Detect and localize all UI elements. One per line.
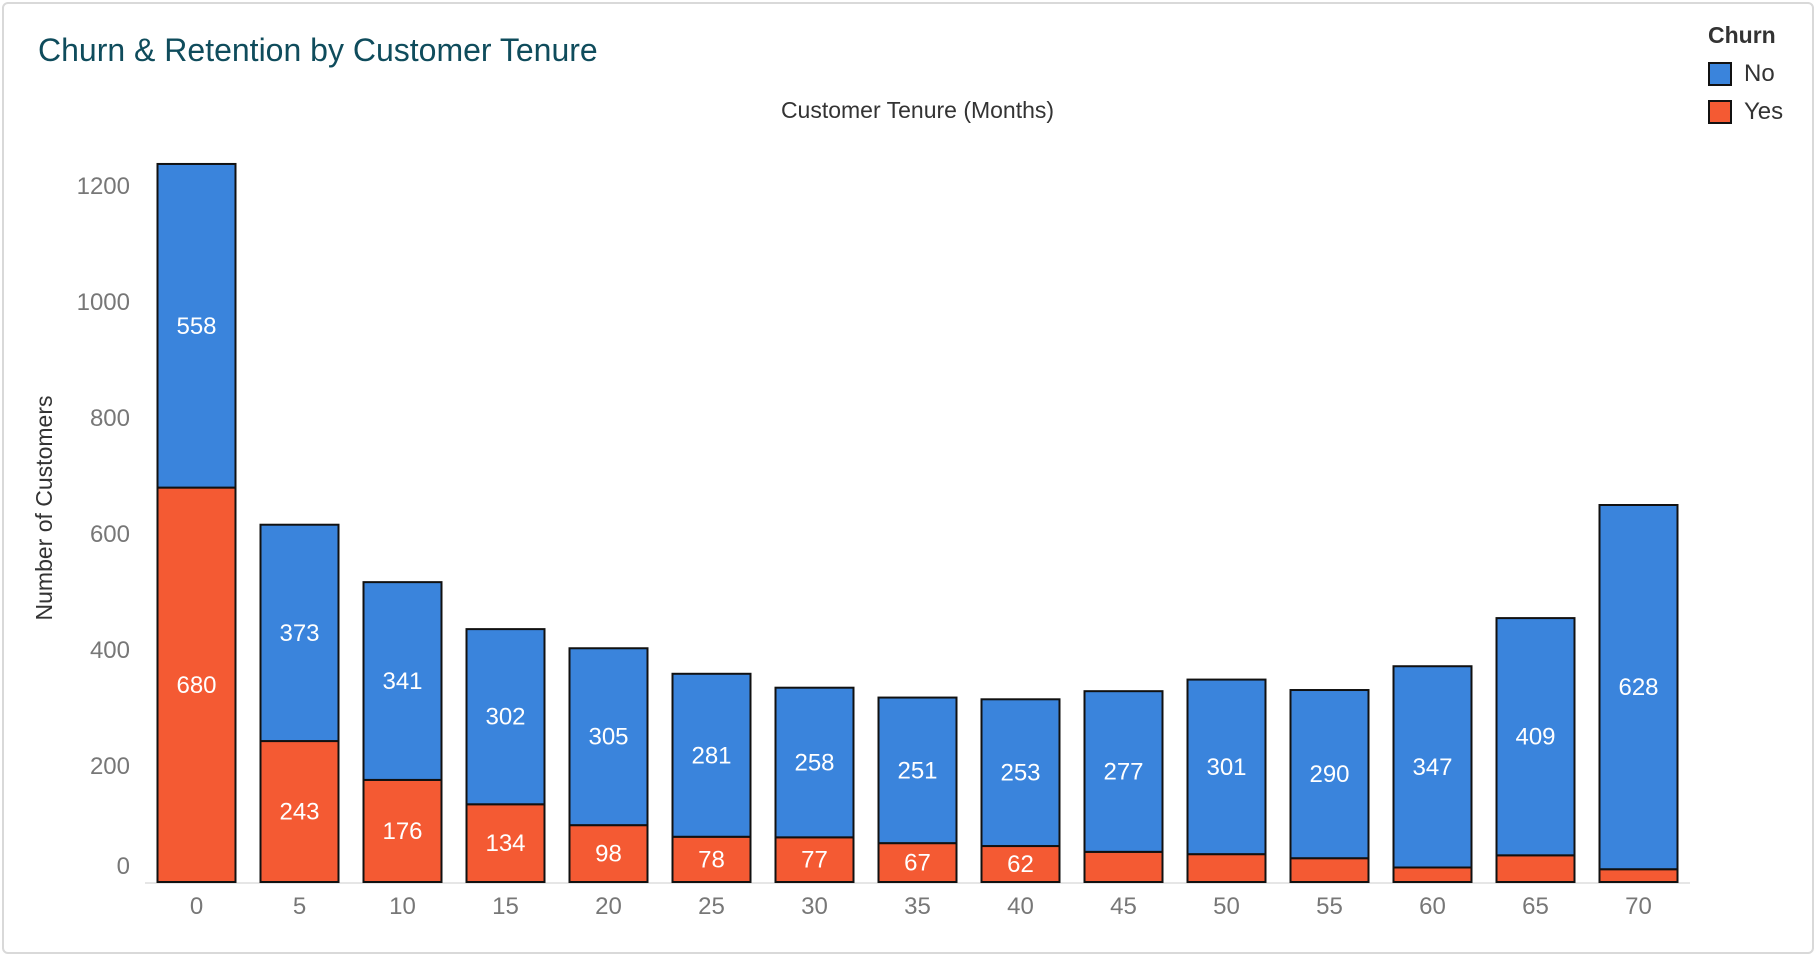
x-tick-label: 5 <box>293 893 306 920</box>
data-label-yes: 98 <box>595 841 622 868</box>
x-tick-label: 70 <box>1625 893 1652 920</box>
bar-segment-no <box>1289 689 1370 860</box>
data-label-yes: 134 <box>485 830 525 857</box>
x-tick-label: 15 <box>492 893 519 920</box>
legend[interactable]: Churn No Yes <box>1708 22 1783 129</box>
bar-segment-no <box>259 523 340 743</box>
x-tick-label: 25 <box>698 893 725 920</box>
data-label-yes: 680 <box>176 672 216 699</box>
bar-segment-yes <box>1495 854 1576 884</box>
data-label-no: 258 <box>794 750 834 777</box>
data-label-yes: 62 <box>1007 851 1034 878</box>
bar-segment-no <box>980 698 1061 848</box>
bar-segment-yes <box>568 824 649 883</box>
bar-segment-yes <box>1392 866 1473 883</box>
legend-title: Churn <box>1708 22 1776 48</box>
data-label-no: 628 <box>1618 674 1658 701</box>
x-tick-label: 60 <box>1419 893 1446 920</box>
data-label-no: 409 <box>1515 724 1555 751</box>
data-label-no: 558 <box>176 313 216 340</box>
bar-segment-no <box>568 647 649 827</box>
bar-segment-no <box>465 628 546 806</box>
y-tick-label: 1000 <box>77 289 130 316</box>
data-label-no: 341 <box>382 668 422 695</box>
data-label-no: 281 <box>691 742 731 769</box>
y-axis-title: Number of Customers <box>31 396 57 621</box>
legend-item-yes[interactable]: Yes <box>1708 95 1783 129</box>
x-tick-label: 10 <box>389 893 416 920</box>
bar-segment-no <box>671 672 752 838</box>
data-label-yes: 77 <box>801 847 828 874</box>
x-tick-label: 0 <box>190 893 203 920</box>
x-tick-label: 35 <box>904 893 931 920</box>
bar-segment-no <box>774 686 855 839</box>
data-label-yes: 67 <box>904 850 931 877</box>
data-label-no: 290 <box>1309 761 1349 788</box>
bar-segment-no <box>156 162 237 489</box>
bar-segment-yes <box>1289 857 1370 883</box>
data-label-yes: 176 <box>382 818 422 845</box>
data-label-no: 347 <box>1412 754 1452 781</box>
x-tick-label: 40 <box>1007 893 1034 920</box>
bar-segment-no <box>1186 678 1267 856</box>
data-label-no: 277 <box>1103 759 1143 786</box>
y-tick-label: 600 <box>90 521 130 548</box>
data-label-no: 373 <box>279 620 319 647</box>
bar-segment-yes <box>362 778 443 883</box>
y-tick-label: 1200 <box>77 173 130 200</box>
bar-segment-yes <box>465 803 546 884</box>
x-tick-label: 65 <box>1522 893 1549 920</box>
data-label-no: 301 <box>1206 754 1246 781</box>
legend-item-no[interactable]: No <box>1708 57 1783 91</box>
bar-segment-no <box>362 581 443 781</box>
data-label-no: 305 <box>588 724 628 751</box>
bar-segment-no <box>1083 690 1164 853</box>
bar-segment-yes <box>1083 850 1164 884</box>
x-axis-title: Customer Tenure (Months) <box>781 97 1054 123</box>
y-tick-label: 400 <box>90 637 130 664</box>
data-label-no: 251 <box>897 757 937 784</box>
legend-swatch-yes <box>1708 100 1732 124</box>
bar-segment-yes <box>1186 853 1267 883</box>
data-label-no: 302 <box>485 704 525 731</box>
bar-segment-yes <box>774 836 855 884</box>
bar-segment-yes <box>1598 868 1679 883</box>
y-tick-label: 0 <box>117 853 130 880</box>
legend-swatch-no <box>1708 62 1732 86</box>
bar-segment-no <box>1392 665 1473 869</box>
bar-segment-no <box>1598 504 1679 871</box>
x-tick-label: 50 <box>1213 893 1240 920</box>
bar-segment-no <box>877 696 958 845</box>
bar-segment-no <box>1495 617 1576 857</box>
data-label-yes: 78 <box>698 846 725 873</box>
data-label-yes: 243 <box>279 799 319 826</box>
y-tick-label: 200 <box>90 753 130 780</box>
x-tick-label: 30 <box>801 893 828 920</box>
bar-segment-yes <box>671 835 752 884</box>
bar-segment-yes <box>259 740 340 883</box>
chart-title: Churn & Retention by Customer Tenure <box>38 32 598 68</box>
x-tick-label: 55 <box>1316 893 1343 920</box>
legend-label-no: No <box>1744 60 1775 87</box>
y-tick-label: 800 <box>90 405 130 432</box>
legend-label-yes: Yes <box>1744 98 1784 125</box>
x-tick-label: 45 <box>1110 893 1137 920</box>
data-label-no: 253 <box>1000 760 1040 787</box>
x-tick-label: 20 <box>595 893 622 920</box>
bar-segment-yes <box>156 486 237 883</box>
